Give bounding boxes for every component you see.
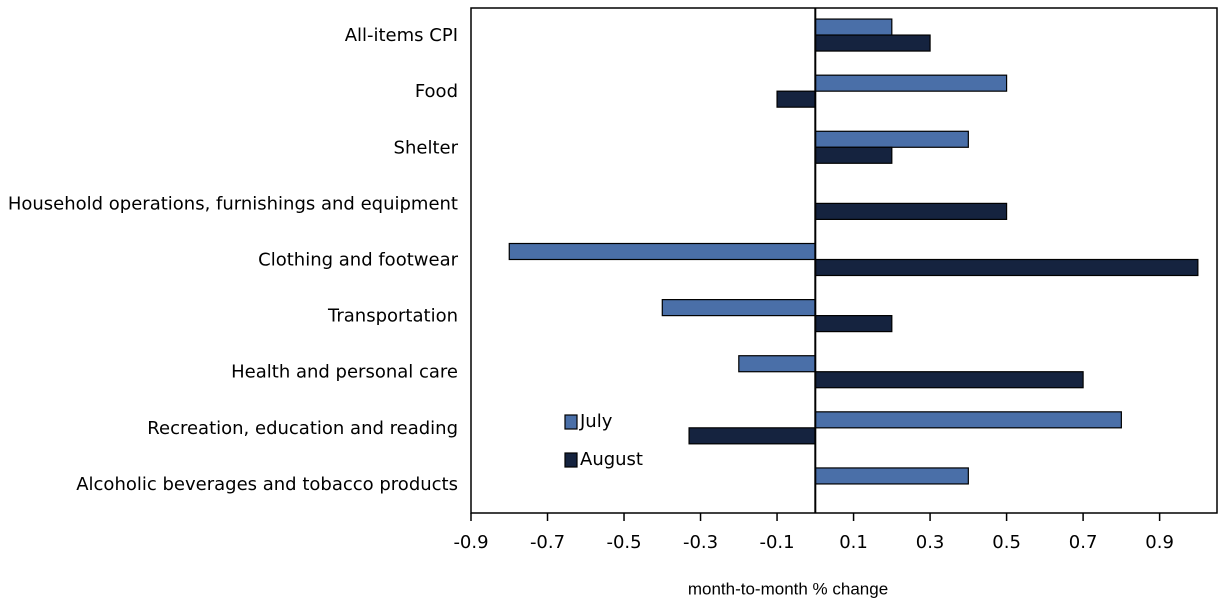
plot-frame bbox=[470, 7, 1218, 514]
x-axis-label: month-to-month % change bbox=[688, 579, 888, 598]
y-tick-label: Recreation, education and reading bbox=[147, 418, 458, 439]
x-tick-label: -0.1 bbox=[759, 532, 794, 553]
legend-swatch bbox=[564, 414, 578, 430]
x-tick-label: 0.9 bbox=[1145, 532, 1174, 553]
bar bbox=[814, 202, 1008, 220]
bar bbox=[688, 427, 816, 445]
y-tick-label: Health and personal care bbox=[231, 362, 458, 383]
y-tick-label: Household operations, furnishings and eq… bbox=[8, 193, 458, 214]
bar bbox=[814, 258, 1199, 277]
legend-swatch bbox=[564, 452, 578, 468]
y-tick-label: Food bbox=[415, 81, 458, 102]
bar bbox=[661, 299, 816, 317]
x-tick-label: -0.5 bbox=[606, 532, 641, 553]
y-tick-label: Shelter bbox=[394, 137, 459, 158]
x-tick-label: 0.7 bbox=[1069, 532, 1098, 553]
legend-label: August bbox=[580, 449, 643, 470]
bar bbox=[814, 467, 969, 485]
bar bbox=[814, 130, 969, 148]
y-tick-label: Alcoholic beverages and tobacco products bbox=[76, 474, 458, 495]
y-tick-label: Transportation bbox=[327, 306, 458, 327]
x-tick-label: -0.9 bbox=[453, 532, 488, 553]
y-tick-label: All-items CPI bbox=[345, 25, 458, 46]
bar bbox=[776, 90, 816, 108]
bar bbox=[814, 18, 893, 36]
bar bbox=[814, 146, 893, 164]
x-tick-label: -0.3 bbox=[683, 532, 718, 553]
y-tick-label: Clothing and footwear bbox=[258, 250, 458, 271]
bar bbox=[508, 242, 816, 261]
x-tick-label: 0.5 bbox=[992, 532, 1021, 553]
bar bbox=[814, 371, 1084, 389]
bar bbox=[738, 355, 816, 373]
bar bbox=[814, 34, 931, 52]
bar bbox=[814, 411, 1122, 429]
x-tick-label: 0.3 bbox=[916, 532, 945, 553]
x-tick-label: -0.7 bbox=[530, 532, 565, 553]
bar bbox=[814, 315, 893, 333]
x-tick-label: 0.1 bbox=[839, 532, 868, 553]
legend-label: July bbox=[579, 411, 613, 432]
bar bbox=[814, 74, 1008, 92]
